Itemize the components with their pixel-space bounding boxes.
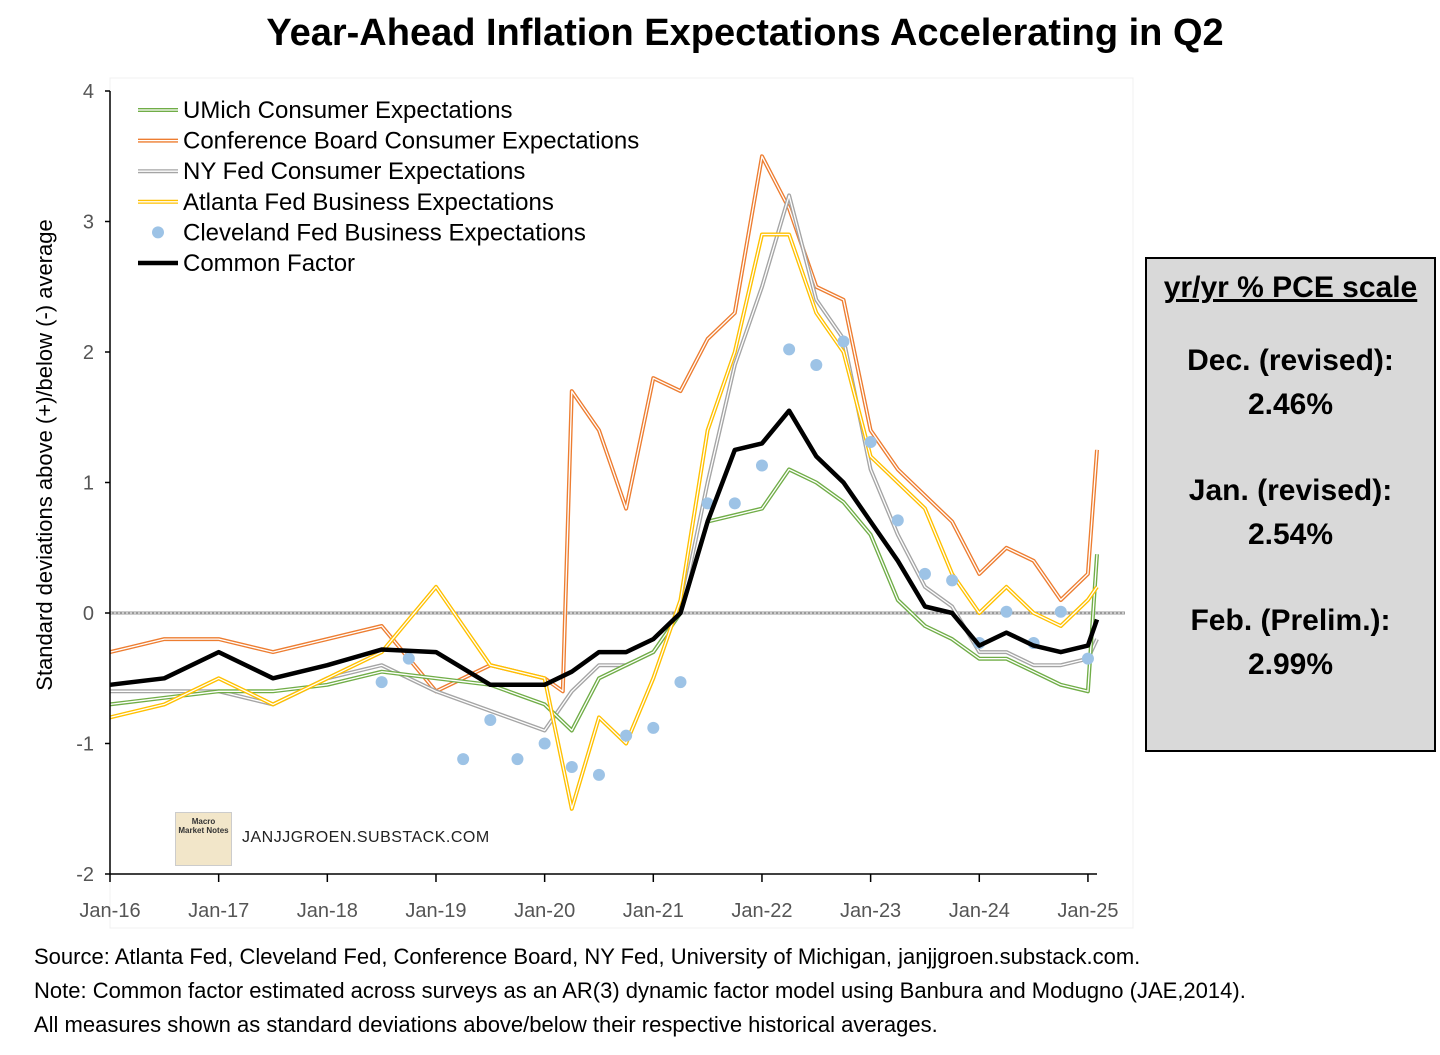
cleveland-point	[457, 753, 470, 766]
cleveland-point	[755, 459, 768, 472]
notes: Source: Atlanta Fed, Cleveland Fed, Conf…	[34, 940, 1246, 1042]
cleveland-point	[620, 729, 633, 742]
x-tick-label: Jan-17	[188, 900, 249, 922]
y-axis-label: Standard deviations above (+)/below (-) …	[32, 219, 57, 690]
cleveland-point	[864, 436, 877, 449]
cleveland-point	[1054, 605, 1067, 618]
legend-label-atlanta: Atlanta Fed Business Expectations	[183, 189, 554, 216]
cleveland-point	[837, 335, 850, 348]
cleveland-point	[484, 714, 497, 727]
legend: UMich Consumer Expectations Conference Bo…	[138, 97, 639, 277]
pce-entry-jan-label: Jan. (revised):	[1188, 474, 1393, 507]
pce-entry-feb-value: 2.99%	[1247, 648, 1334, 681]
x-tick-label: Jan-19	[405, 900, 466, 922]
y-tick-label: 1	[83, 473, 94, 495]
x-tick-label: Jan-22	[731, 900, 792, 922]
legend-label-umich: UMich Consumer Expectations	[183, 97, 512, 124]
pce-heading: yr/yr % PCE scale	[1163, 271, 1418, 304]
y-tick-label: -1	[76, 734, 94, 756]
legend-swatch-cleveland	[152, 226, 164, 239]
y-tick-label: 2	[83, 342, 94, 364]
pce-scale-box: yr/yr % PCE scale Dec. (revised): 2.46% …	[1145, 257, 1436, 752]
cleveland-point	[511, 753, 524, 766]
chart-title: Year-Ahead Inflation Expectations Accele…	[266, 12, 1224, 54]
cleveland-point	[783, 343, 796, 356]
pce-entry-dec-value: 2.46%	[1247, 388, 1334, 421]
legend-label-conference: Conference Board Consumer Expectations	[183, 128, 639, 155]
x-tick-label: Jan-23	[840, 900, 901, 922]
cleveland-point	[647, 721, 660, 734]
legend-label-common: Common Factor	[183, 250, 355, 277]
y-tick-label: -2	[76, 864, 94, 886]
axis-layer: -2 -1 0 1 2 3 4 Jan-16 Jan-17 Jan-18 Jan-19 Jan-20 J…	[76, 81, 1118, 922]
nyfed-series-line-inner	[110, 194, 1098, 732]
y-tick-label: 0	[83, 603, 94, 625]
legend-label-nyfed: NY Fed Consumer Expectations	[183, 158, 525, 185]
plot-area	[109, 77, 1134, 929]
umich-series-line-inner	[109, 468, 1098, 732]
x-tick-label: Jan-24	[949, 900, 1010, 922]
measure-note: All measures shown as standard deviation…	[34, 1012, 938, 1037]
cleveland-point	[1000, 605, 1013, 618]
watermark-text: JANJJGROEN.SUBSTACK.COM	[242, 829, 490, 846]
x-tick-label: Jan-20	[514, 900, 575, 922]
cleveland-point	[538, 737, 551, 750]
cleveland-point	[891, 514, 904, 527]
cleveland-point	[674, 676, 687, 689]
pce-entry-feb-label: Feb. (Prelim.):	[1190, 604, 1391, 637]
pce-entry-jan-value: 2.54%	[1247, 518, 1334, 551]
cleveland-point	[946, 574, 959, 587]
logo-text: Macro Market Notes	[178, 817, 229, 835]
y-tick-label: 4	[83, 81, 94, 103]
legend-label-cleveland: Cleveland Fed Business Expectations	[183, 219, 586, 246]
x-tick-label: Jan-18	[297, 900, 358, 922]
conference-series-line-inner	[109, 155, 1098, 692]
cleveland-point	[592, 768, 605, 781]
y-tick-label: 3	[83, 212, 94, 234]
cleveland-point	[701, 497, 714, 510]
cleveland-point	[918, 567, 931, 580]
cleveland-point	[1081, 652, 1094, 665]
atlanta-series-line-inner	[109, 233, 1098, 810]
cleveland-point	[810, 359, 823, 372]
cleveland-point	[728, 497, 741, 510]
cleveland-point	[402, 652, 415, 665]
cleveland-point	[565, 760, 578, 773]
method-note: Note: Common factor estimated across sur…	[34, 978, 1246, 1003]
x-tick-label: Jan-25	[1057, 900, 1118, 922]
x-tick-label: Jan-21	[623, 900, 684, 922]
pce-entry-dec-label: Dec. (revised):	[1187, 344, 1394, 377]
x-tick-label: Jan-16	[79, 900, 140, 922]
cleveland-point	[375, 676, 388, 689]
macro-market-notes-logo: Macro Market Notes	[175, 812, 232, 866]
source-note: Source: Atlanta Fed, Cleveland Fed, Conf…	[34, 944, 1141, 969]
series-layer	[109, 154, 1100, 811]
common-series-line	[109, 408, 1100, 688]
